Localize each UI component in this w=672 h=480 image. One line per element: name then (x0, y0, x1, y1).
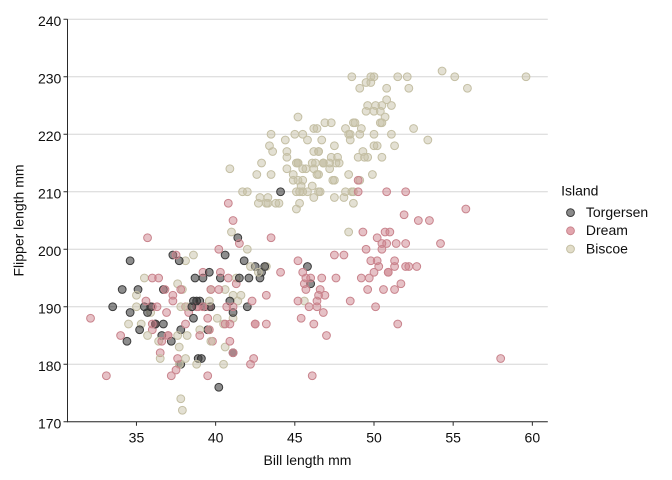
svg-text:Dream: Dream (586, 222, 628, 238)
svg-text:50: 50 (366, 430, 382, 446)
svg-text:230: 230 (38, 70, 62, 86)
svg-text:55: 55 (445, 430, 461, 446)
svg-text:Bill length mm: Bill length mm (264, 452, 352, 468)
svg-text:Island: Island (561, 183, 598, 199)
svg-text:210: 210 (38, 185, 62, 201)
svg-text:180: 180 (38, 358, 62, 374)
svg-text:40: 40 (208, 430, 224, 446)
svg-text:220: 220 (38, 128, 62, 144)
svg-text:60: 60 (525, 430, 541, 446)
svg-text:35: 35 (129, 430, 145, 446)
svg-text:190: 190 (38, 300, 62, 316)
svg-text:Torgersen: Torgersen (586, 204, 648, 220)
svg-text:Biscoe: Biscoe (586, 240, 628, 256)
svg-text:240: 240 (38, 13, 62, 29)
svg-text:170: 170 (38, 415, 62, 431)
svg-text:45: 45 (287, 430, 303, 446)
svg-text:Flipper length mm: Flipper length mm (11, 164, 27, 276)
svg-text:200: 200 (38, 243, 62, 259)
